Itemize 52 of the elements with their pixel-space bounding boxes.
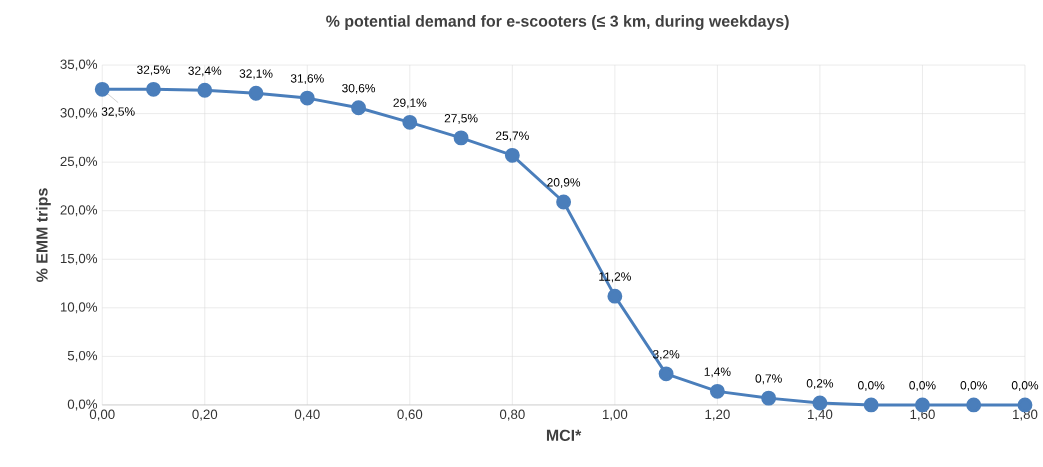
y-tick-label: 35,0%: [60, 59, 98, 71]
data-label: 0,0%: [858, 380, 885, 391]
point: [351, 100, 366, 116]
point: [658, 366, 674, 382]
point: [761, 390, 777, 406]
x-tick-label: 0,00: [89, 409, 115, 421]
point: [453, 130, 469, 146]
y-tick-label: 15,0%: [60, 253, 98, 265]
data-label: 25,7%: [496, 131, 529, 142]
point: [197, 82, 213, 98]
x-tick-label: 0,40: [294, 409, 320, 421]
point: [94, 81, 110, 97]
data-label: 30,6%: [342, 83, 376, 94]
x-tick-label: 1,40: [808, 409, 833, 421]
point: [966, 397, 982, 413]
data-label: 27,5%: [444, 113, 478, 124]
data-label: 0,0%: [1011, 380, 1039, 391]
y-tick-label: 0,0%: [67, 399, 98, 411]
data-label: 1,4%: [704, 367, 731, 378]
data-label: 29,1%: [393, 98, 427, 109]
data-label: 20,9%: [547, 177, 581, 188]
x-tick-label: 1,00: [602, 409, 628, 421]
data-label: 0,0%: [960, 380, 987, 391]
point: [504, 147, 520, 163]
point: [607, 288, 623, 304]
y-tick-label: 30,0%: [60, 107, 98, 119]
x-tick-label: 0,60: [397, 409, 423, 421]
point: [709, 383, 725, 399]
point: [299, 90, 315, 106]
data-label: 32,4%: [188, 66, 222, 77]
y-tick-label: 20,0%: [60, 205, 98, 217]
x-tick-label: 0,80: [499, 409, 525, 421]
data-label: 31,6%: [290, 74, 324, 84]
chart-title: % potential demand for e-scooters (≤ 3 km, during weekdays): [326, 14, 789, 30]
point: [402, 114, 418, 130]
y-axis-title: % EMM trips: [35, 188, 51, 282]
x-tick-label: 0,20: [192, 409, 218, 421]
point: [248, 85, 264, 101]
y-tick-label: 10,0%: [60, 302, 98, 314]
point: [556, 194, 572, 210]
data-label: 32,5%: [137, 65, 171, 76]
point: [146, 81, 161, 97]
data-label: 0,2%: [806, 378, 834, 389]
data-label: 32,5%: [101, 107, 135, 117]
point: [863, 397, 879, 413]
y-tick-label: 5,0%: [67, 350, 98, 362]
y-tick-label: 25,0%: [60, 156, 98, 168]
data-label: 0,7%: [755, 374, 782, 384]
x-tick-label: 1,20: [705, 409, 730, 421]
data-label: 32,1%: [239, 69, 273, 80]
x-axis-title: MCI*: [546, 429, 582, 441]
data-label: 0,0%: [909, 380, 936, 391]
